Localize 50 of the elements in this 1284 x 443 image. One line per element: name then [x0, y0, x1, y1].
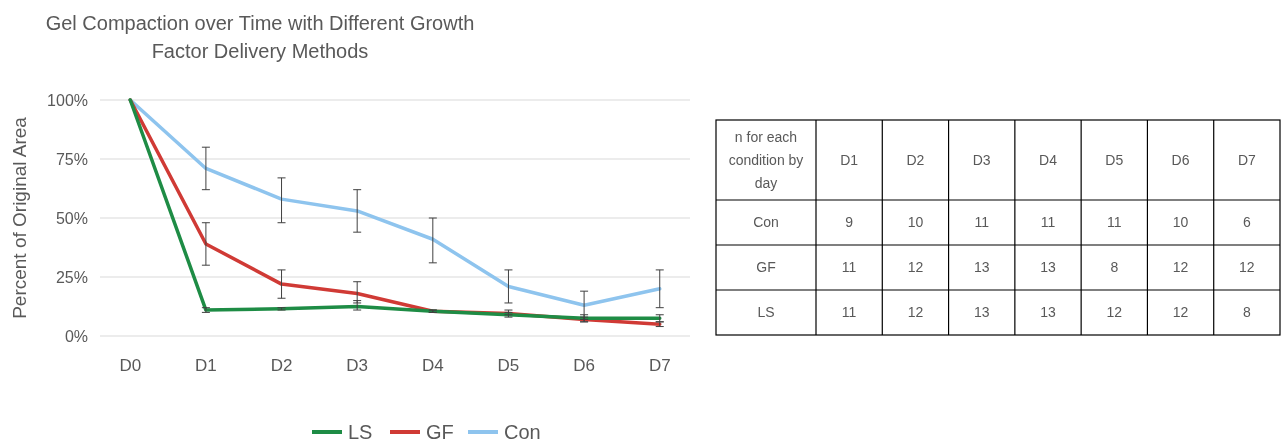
data-label: 13 [973, 259, 990, 276]
data-label: 10 [907, 214, 924, 231]
data-label: 11 [841, 259, 857, 276]
data-label: 10 [1172, 214, 1189, 231]
x-tick-label: D5 [497, 356, 520, 375]
data-label: 12 [1106, 304, 1123, 321]
data-label: 13 [1040, 304, 1056, 321]
x-tick-label: D6 [1171, 151, 1190, 168]
legend-label: Con [504, 421, 541, 443]
legend-label: LS [348, 421, 373, 443]
data-label: 12 [1239, 259, 1255, 276]
x-tick-label: D2 [270, 356, 293, 375]
data-label: 11 [841, 304, 857, 321]
data-label: 8 [1242, 304, 1251, 321]
x-tick-label: D4 [421, 356, 444, 375]
x-tick-label: D7 [1237, 151, 1257, 168]
y-tick-label: 50% [55, 209, 88, 227]
legend-label: GF [426, 421, 454, 443]
data-label: 9 [845, 214, 854, 231]
data-label: 12 [1172, 304, 1189, 321]
data-label: 12 [907, 259, 924, 276]
x-tick-label: D5 [1105, 151, 1124, 168]
x-tick-label: D6 [573, 356, 595, 375]
data-label: 6 [1242, 214, 1251, 231]
x-tick-label: D4 [1039, 151, 1058, 168]
x-tick-label: D1 [195, 356, 217, 375]
x-tick-label: D7 [648, 356, 671, 375]
data-label: 11 [974, 214, 990, 231]
data-label: 13 [973, 304, 990, 321]
y-tick-label: Con [753, 214, 779, 231]
data-label: 12 [907, 304, 924, 321]
y-tick-label: 0% [64, 327, 88, 345]
x-tick-label: D0 [119, 356, 142, 375]
chart-title: Gel Compaction over Time with Different Growth Factor Delivery Methods [45, 12, 475, 62]
data-label: 8 [1110, 259, 1119, 276]
data-label: 11 [1107, 214, 1122, 231]
y-axis-title: Percent of Original Area [9, 116, 30, 319]
y-tick-label: 75% [55, 150, 88, 168]
chart-title: n for each condition by day [728, 128, 804, 191]
y-tick-label: GF [756, 259, 776, 276]
y-tick-label: 25% [55, 268, 88, 286]
x-tick-label: D2 [906, 151, 925, 168]
y-tick-label: 100% [47, 91, 88, 109]
data-label: 13 [1040, 259, 1056, 276]
data-label: 12 [1172, 259, 1189, 276]
x-tick-label: D3 [346, 356, 369, 375]
data-label: 11 [1040, 214, 1056, 231]
x-tick-label: D3 [972, 151, 991, 168]
x-tick-label: D1 [840, 151, 859, 168]
y-tick-label: LS [757, 304, 775, 321]
